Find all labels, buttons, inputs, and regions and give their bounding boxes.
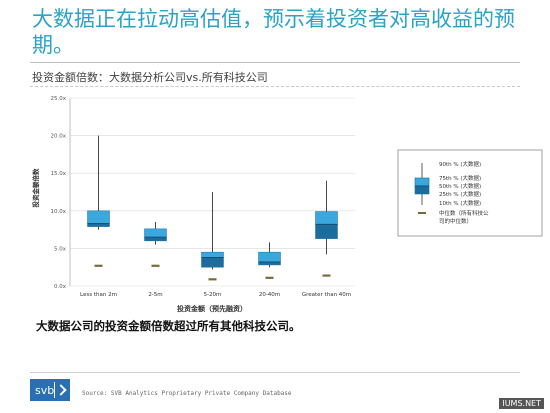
x-tick-label: 5-20m — [204, 292, 222, 298]
y-tick-label: 0.0x — [54, 284, 67, 290]
logo-text: svb — [35, 383, 55, 397]
chevron-right-icon — [54, 382, 67, 398]
box-upper-quartile — [315, 211, 338, 225]
x-axis-label: 投资金额（预先融资） — [177, 304, 247, 313]
y-tick-label: 15.0x — [50, 171, 66, 177]
box-lower-quartile — [258, 261, 281, 266]
y-tick-label: 25.0x — [50, 96, 66, 102]
median-all-marker — [265, 276, 274, 279]
legend-box-lower — [414, 185, 430, 195]
y-tick-labels: 0.0x 5.0x 10.0x 15.0x 20.0x 25.0x — [50, 96, 66, 290]
box-upper-quartile — [87, 210, 110, 224]
box-lower-quartile — [144, 236, 167, 242]
chart-caption: 大数据公司的投资金额倍数超过所有其他科技公司。 — [36, 319, 301, 333]
page-title: 大数据正在拉动高估值，预示着投资者对高收益的预期。 — [32, 7, 515, 57]
legend-median-all-marker — [418, 212, 426, 214]
x-tick-label: Less than 2m — [80, 292, 117, 298]
x-tick-label: 2-5m — [148, 292, 162, 298]
median-all-marker — [151, 264, 160, 267]
y-tick-label: 5.0x — [54, 246, 67, 252]
legend-p10: 10th % (大数据) — [439, 199, 481, 207]
x-tick-labels: Less than 2m 2-5m 5-20m 20-40m Greater than … — [80, 292, 351, 298]
legend-p25: 25th % (大数据) — [439, 190, 481, 198]
watermark: IUMS.NET — [499, 398, 544, 409]
legend: 90th % (大数据) 75th % (大数据) 50th % (大数据) 2… — [397, 149, 543, 237]
chart-subtitle: 投资金额倍数：大数据分析公司vs.所有科技公司 — [32, 71, 268, 84]
footer-divider — [30, 372, 520, 373]
subtitle-divider — [30, 86, 520, 88]
legend-p50: 50th % (大数据) — [439, 182, 481, 190]
x-tick-label: Greater than 40m — [302, 292, 351, 298]
legend-p75: 75th % (大数据) — [439, 174, 481, 182]
median-all-marker — [94, 264, 103, 267]
legend-median-all: 中位数（所有科技公 司的中位数） — [439, 209, 490, 225]
x-tick-label: 20-40m — [259, 292, 280, 298]
box-lower-quartile — [315, 224, 338, 239]
svb-logo: svb — [30, 379, 70, 401]
median-all-marker — [208, 278, 217, 281]
legend-box-upper — [414, 177, 430, 187]
box-upper-quartile — [144, 228, 167, 238]
box-upper-quartile — [201, 251, 224, 258]
y-axis-label: 投资金额倍数 — [31, 168, 40, 208]
legend-p90: 90th % (大数据) — [439, 160, 481, 168]
box-upper-quartile — [258, 251, 281, 263]
y-tick-label: 20.0x — [50, 134, 66, 140]
box-lower-quartile — [201, 257, 224, 268]
box-lower-quartile — [87, 223, 110, 227]
box-layer — [87, 135, 338, 281]
title-divider — [30, 62, 520, 63]
median-all-marker — [322, 274, 331, 277]
source-note: Source: SVB Analytics Proprietary Privat… — [82, 390, 292, 397]
y-tick-label: 10.0x — [50, 209, 66, 215]
